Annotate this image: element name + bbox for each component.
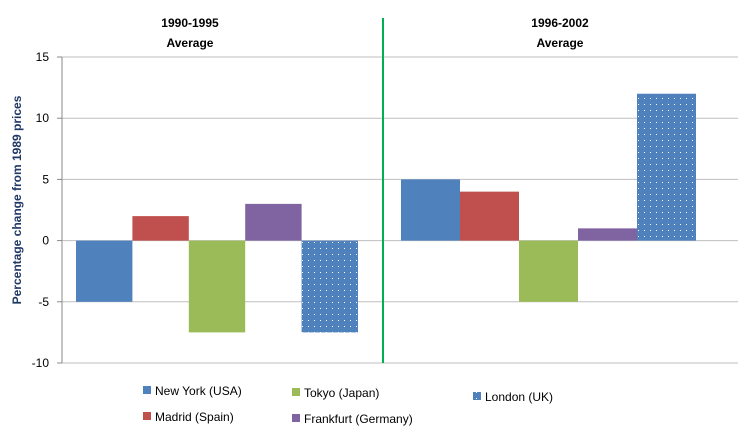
y-tick-label: -5 <box>38 295 49 309</box>
y-tick-label: 10 <box>36 111 50 125</box>
bar <box>188 240 246 333</box>
y-tick-label: 0 <box>42 234 49 248</box>
category-label: 1990-1995 <box>161 16 219 30</box>
bar <box>132 216 189 241</box>
legend-swatch <box>143 412 151 420</box>
legend-label: Tokyo (Japan) <box>304 386 379 400</box>
y-tick-label: -10 <box>32 356 50 370</box>
category-label: 1996-2002 <box>531 16 589 30</box>
legend-label: Frankfurt (Germany) <box>304 412 413 426</box>
category-label: Average <box>167 36 214 50</box>
legend-label: New York (USA) <box>155 384 242 398</box>
bar <box>519 240 578 302</box>
y-tick-label: 5 <box>42 172 49 186</box>
y-axis-label: Percentage change from 1989 prices <box>10 95 24 304</box>
bar <box>301 240 358 333</box>
category-label: Average <box>537 36 584 50</box>
bar <box>637 93 696 241</box>
legend-swatch <box>292 388 300 396</box>
y-tick-label: 15 <box>36 50 50 64</box>
legend-label: Madrid (Spain) <box>155 410 234 424</box>
bar <box>245 203 302 241</box>
bar <box>401 179 460 241</box>
legend-swatch <box>143 386 151 394</box>
legend-label: London (UK) <box>485 390 553 404</box>
bar <box>460 191 519 241</box>
legend-swatch <box>292 414 300 422</box>
bar <box>578 228 637 241</box>
legend-swatch <box>473 392 481 400</box>
bar <box>76 240 133 302</box>
